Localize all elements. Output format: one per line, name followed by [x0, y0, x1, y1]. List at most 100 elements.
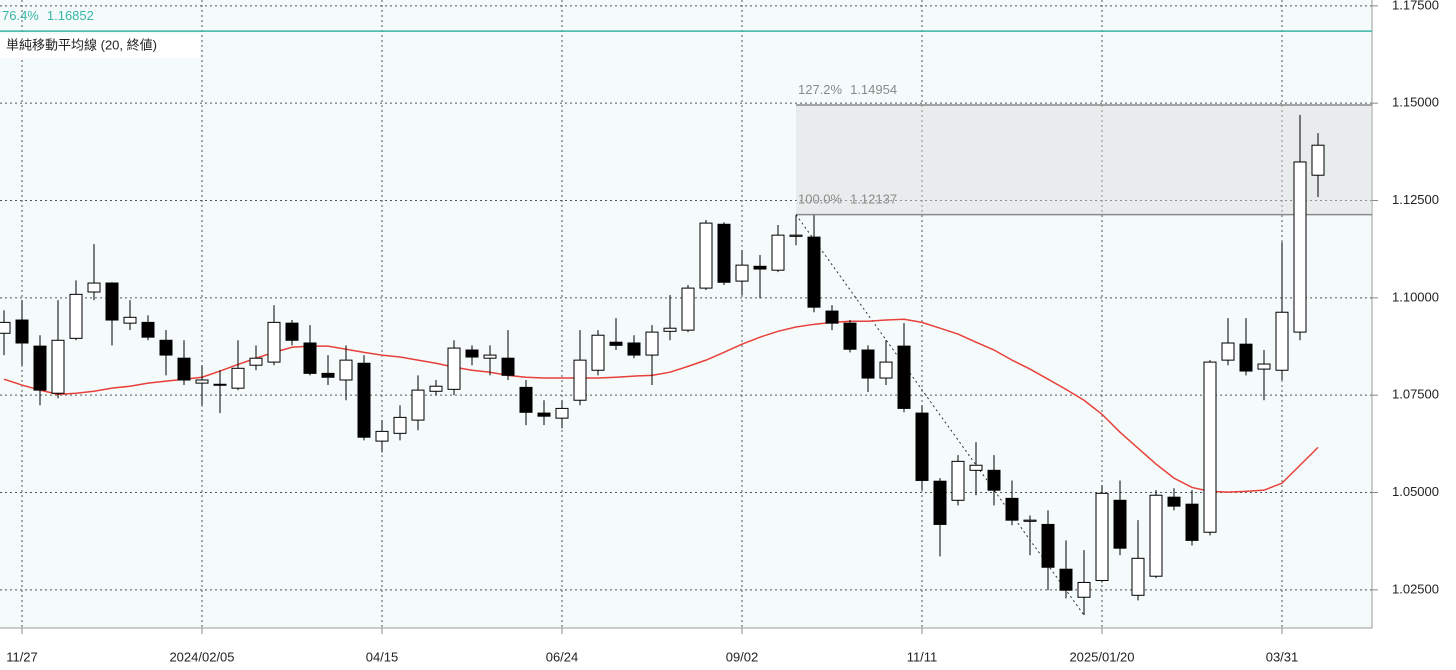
candle-body [573, 359, 587, 401]
candle-body [1059, 568, 1073, 591]
candle-body [51, 339, 65, 394]
candle-body [195, 379, 209, 384]
candle-body [897, 345, 911, 409]
candle-body [969, 464, 983, 471]
candle-body [717, 223, 731, 283]
x-tick-label: 06/24 [546, 649, 579, 664]
candle-body [375, 430, 389, 442]
candle-body [735, 264, 749, 282]
candle-body [105, 282, 119, 321]
candle-body [177, 357, 191, 381]
candle-body [645, 331, 659, 356]
candle-body [699, 222, 713, 289]
y-tick-label: 1.02500 [1392, 581, 1439, 596]
y-tick-label: 1.17500 [1392, 0, 1439, 12]
candle-body [321, 372, 335, 378]
candle-body [1311, 144, 1325, 176]
fib-label: 100.0% 1.12137 [798, 192, 897, 207]
candle-body [753, 265, 767, 270]
y-tick-label: 1.12500 [1392, 192, 1439, 207]
candle-body [69, 293, 83, 339]
candle-body [87, 282, 101, 293]
candle-body [861, 349, 875, 379]
fib-ratio: 76.4% [2, 9, 39, 24]
candle-body [1149, 494, 1163, 577]
fib-ratio: 100.0% [798, 192, 843, 207]
candle-body [825, 310, 839, 324]
candle-body [33, 345, 47, 391]
fib-ratio: 127.2% [798, 82, 843, 97]
y-tick-label: 1.05000 [1392, 484, 1439, 499]
candle-body [339, 359, 353, 381]
fib-label: 127.2% 1.14954 [798, 82, 897, 97]
candle-body [123, 316, 137, 324]
candle-body [1131, 557, 1145, 596]
candle-body [1239, 343, 1253, 372]
candle-body [933, 480, 947, 525]
candle-body [501, 357, 515, 376]
x-tick-label: 09/02 [726, 649, 759, 664]
candle-body [1041, 523, 1055, 568]
candle-body [1203, 361, 1217, 533]
candle-body [1221, 342, 1235, 361]
candle-body [483, 354, 497, 359]
fib-value: 1.12137 [850, 192, 897, 207]
y-tick-label: 1.10000 [1392, 289, 1439, 304]
candle-body [231, 367, 245, 389]
legend-box [0, 34, 200, 58]
candle-body [1023, 519, 1037, 522]
candle-body [681, 287, 695, 331]
fib-value: 1.14954 [850, 82, 897, 97]
candle-body [1185, 503, 1199, 541]
candle-body [1113, 499, 1127, 549]
x-tick-label: 11/11 [907, 649, 938, 664]
candle-body [213, 383, 227, 386]
candle-body [609, 341, 623, 346]
candle-body [447, 347, 461, 390]
candle-body [789, 234, 803, 237]
candle-body [411, 389, 425, 421]
candle-body [267, 321, 281, 363]
candle-body [519, 386, 533, 413]
candle-body [627, 342, 641, 356]
candle-body [1005, 497, 1019, 521]
x-tick-label: 2024/02/05 [169, 649, 234, 664]
candle-body [393, 416, 407, 434]
x-tick-label: 04/15 [366, 649, 399, 664]
candle-body [1293, 161, 1307, 333]
candle-body [915, 412, 929, 481]
x-tick-label: 2025/01/20 [1069, 649, 1134, 664]
fib-band [796, 104, 1372, 215]
candle-body [429, 385, 443, 392]
candle-body [303, 342, 317, 374]
legend-label: 単純移動平均線 (20, 終値) [6, 37, 157, 52]
candle-body [357, 362, 371, 438]
candle-body [249, 357, 263, 366]
candle-body [663, 327, 677, 332]
candle-body [285, 322, 299, 341]
candle-body [1167, 496, 1181, 507]
y-tick-label: 1.15000 [1392, 95, 1439, 110]
candle-body [1095, 492, 1109, 582]
candle-body [555, 407, 569, 419]
candle-body [537, 412, 551, 417]
candle-body [843, 322, 857, 350]
fib-label: 76.4% 1.16852 [2, 9, 94, 24]
candle-body [15, 319, 29, 344]
candle-body [807, 236, 821, 308]
candle-body [951, 460, 965, 501]
candle-body [591, 334, 605, 371]
y-tick-label: 1.07500 [1392, 387, 1439, 402]
fib-value: 1.16852 [47, 9, 94, 24]
candle-body [465, 349, 479, 358]
x-tick-label: 11/27 [6, 649, 38, 664]
candle-body [159, 339, 173, 356]
x-tick-label: 03/31 [1266, 649, 1299, 664]
trendline [795, 214, 1085, 616]
candle-body [1257, 363, 1271, 370]
candle-body [879, 361, 893, 379]
candle-body [771, 234, 785, 271]
candle-body [987, 469, 1001, 491]
candle-body [0, 321, 11, 334]
